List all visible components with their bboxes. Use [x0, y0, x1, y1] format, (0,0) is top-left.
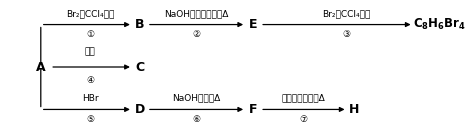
- Text: ⑦: ⑦: [300, 115, 308, 124]
- Text: E: E: [249, 18, 257, 31]
- Text: NaOH溶液、Δ: NaOH溶液、Δ: [173, 94, 220, 103]
- Text: ②: ②: [192, 30, 201, 39]
- Text: ①: ①: [86, 30, 94, 39]
- Text: ④: ④: [86, 76, 94, 85]
- Text: $\mathregular{C_8H_6Br_4}$: $\mathregular{C_8H_6Br_4}$: [413, 17, 466, 32]
- Text: D: D: [135, 103, 145, 116]
- Text: 醛酸、浓硫酸、Δ: 醛酸、浓硫酸、Δ: [282, 94, 326, 103]
- Text: NaOH的乙醇溶液、Δ: NaOH的乙醇溶液、Δ: [164, 9, 228, 18]
- Text: A: A: [36, 60, 46, 74]
- Text: B: B: [135, 18, 145, 31]
- Text: ③: ③: [342, 30, 350, 39]
- Text: Br₂的CCl₄溶液: Br₂的CCl₄溶液: [66, 9, 115, 18]
- Text: Br₂的CCl₄溶液: Br₂的CCl₄溶液: [322, 9, 371, 18]
- Text: H: H: [349, 103, 360, 116]
- Text: 加聚: 加聚: [85, 47, 96, 56]
- Text: HBr: HBr: [82, 94, 99, 103]
- Text: C: C: [135, 60, 145, 74]
- Text: ⑤: ⑤: [86, 115, 94, 124]
- Text: F: F: [249, 103, 257, 116]
- Text: ⑥: ⑥: [192, 115, 201, 124]
